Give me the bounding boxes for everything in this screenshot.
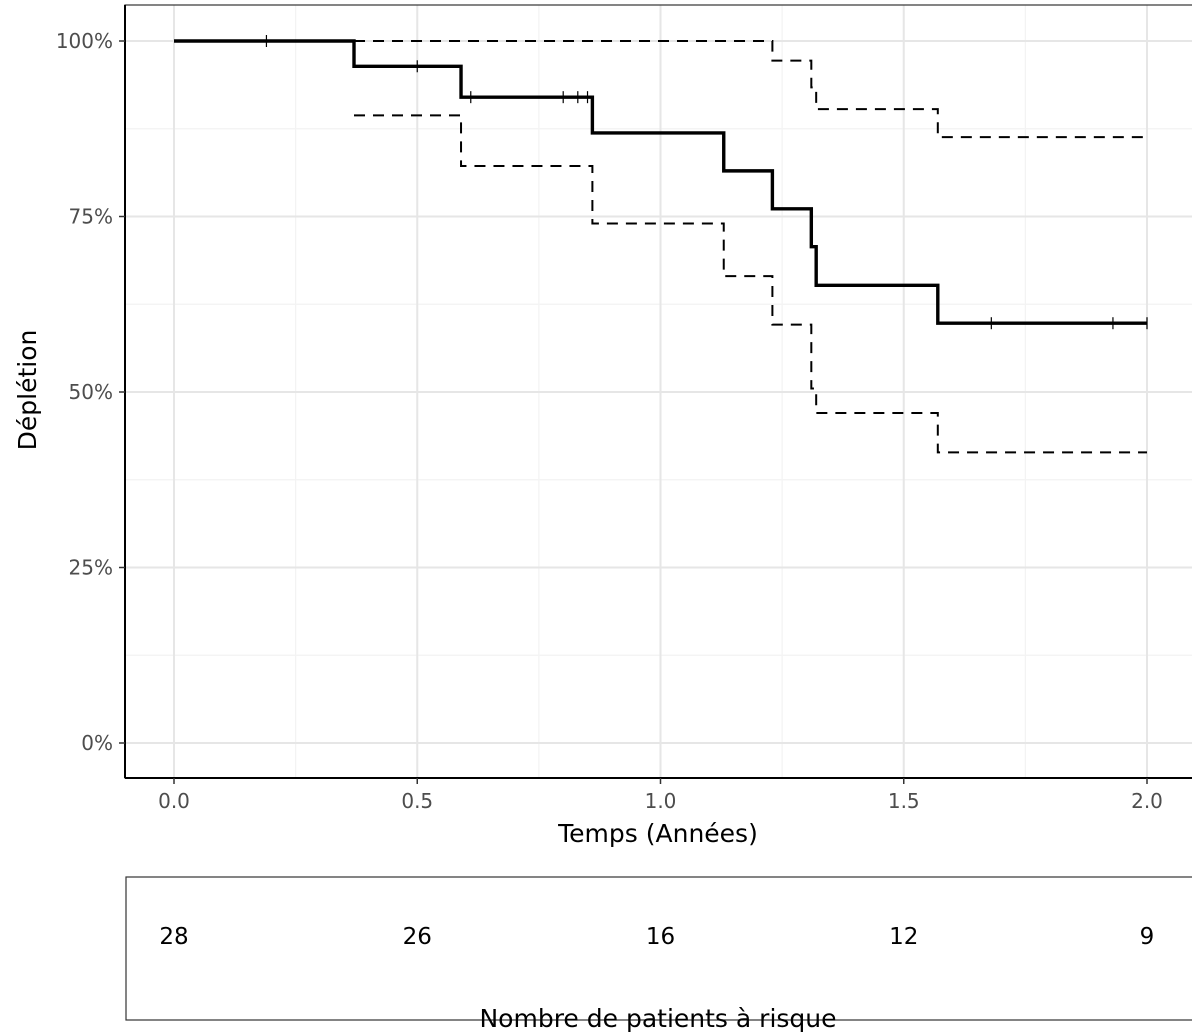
confidence-bound-line [354,114,1147,454]
grid-lines [125,5,1192,778]
x-axis-title: Temps (Années) [557,819,758,848]
y-axis-title: Déplétion [13,330,42,451]
risk-count: 16 [646,924,675,950]
confidence-bound-line [354,40,1147,139]
x-tick-label: 2.0 [1131,789,1163,813]
x-axis-ticks: 0.0 0.5 1.0 1.5 2.0 [158,778,1163,813]
y-tick-label: 50% [69,380,113,404]
risk-table-box [125,876,1192,1021]
risk-table: 28 26 16 12 9 [159,924,1154,950]
risk-count: 9 [1140,924,1155,950]
x-tick-label: 1.5 [888,789,920,813]
survival-estimate-line [174,39,1147,325]
survival-curves [174,35,1148,454]
y-tick-label: 0% [81,731,113,755]
risk-table-title: Nombre de patients à risque [479,1004,836,1033]
risk-count: 12 [889,924,918,950]
x-tick-label: 1.0 [645,789,677,813]
risk-count: 26 [403,924,432,950]
y-tick-label: 75% [69,205,113,229]
risk-count: 28 [159,924,188,950]
y-tick-label: 25% [69,556,113,580]
y-tick-label: 100% [56,29,113,53]
x-tick-label: 0.5 [401,789,433,813]
y-axis-ticks: 0% 25% 50% 75% 100% [56,29,125,755]
x-tick-label: 0.0 [158,789,190,813]
